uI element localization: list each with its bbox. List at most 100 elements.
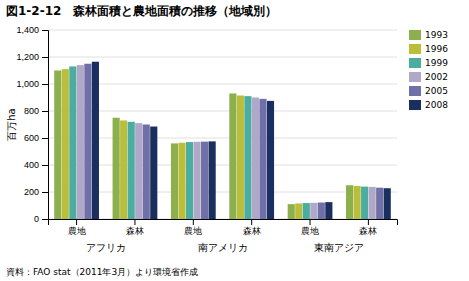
legend-label: 2008 xyxy=(425,100,448,110)
y-tick-mark xyxy=(42,84,48,85)
y-tick-label: 400 xyxy=(24,160,39,170)
y-tick: 1,000 xyxy=(16,79,48,89)
series-bars xyxy=(62,69,361,219)
bar xyxy=(194,142,201,219)
bar xyxy=(92,62,99,219)
x-tick-mark xyxy=(310,219,311,225)
x-tick: 森林 xyxy=(243,219,261,236)
bar xyxy=(77,65,84,219)
grid xyxy=(48,30,397,219)
grid-line xyxy=(48,84,397,85)
legend-item: 1999 xyxy=(409,58,448,69)
bar xyxy=(237,95,244,219)
x-tick: 農地 xyxy=(184,219,202,236)
series-bars xyxy=(84,64,383,219)
bar xyxy=(113,118,120,219)
legend-label: 2002 xyxy=(425,72,448,82)
legend-label: 1999 xyxy=(425,58,448,68)
bar xyxy=(252,98,259,220)
grid-line xyxy=(48,111,397,112)
legend-label: 2005 xyxy=(425,86,448,96)
y-tick-mark xyxy=(42,138,48,139)
y-tick: 200 xyxy=(24,187,48,197)
y-tick-label: 1,200 xyxy=(16,52,39,62)
bar xyxy=(384,188,391,219)
legend-label: 1993 xyxy=(425,30,448,40)
bar xyxy=(318,203,325,219)
grid-line xyxy=(48,30,397,31)
bar xyxy=(201,142,208,219)
x-tick-mark xyxy=(368,219,369,225)
y-tick-mark xyxy=(42,192,48,193)
bar xyxy=(171,143,178,219)
x-axis: 農地 森林 農地 森林 農地 森林 xyxy=(49,219,398,236)
y-tick-label: 800 xyxy=(24,106,39,116)
y-axis-title: 百万ha xyxy=(6,108,17,140)
y-tick-label: 0 xyxy=(34,214,39,224)
bar xyxy=(120,120,127,219)
legend-swatch xyxy=(409,72,421,82)
x-tick-label: 森林 xyxy=(359,226,377,236)
series-bars xyxy=(54,71,353,220)
grid-line xyxy=(48,165,397,166)
x-tick: 農地 xyxy=(301,219,319,236)
legend: 1993 1996 1999 2002 2005 2008 xyxy=(409,30,448,111)
bar xyxy=(361,187,368,219)
bar xyxy=(288,204,295,219)
bar xyxy=(346,185,353,219)
legend-item: 2005 xyxy=(409,86,448,97)
y-axis-line xyxy=(42,31,49,220)
x-tick-mark xyxy=(134,219,135,225)
legend-item: 1993 xyxy=(409,30,448,41)
bars xyxy=(54,62,391,219)
legend-swatch xyxy=(409,44,421,54)
y-tick-mark xyxy=(42,30,48,31)
region-labels: アフリカ南アメリカ東南アジア xyxy=(86,242,364,253)
grid-line xyxy=(48,192,397,193)
bar xyxy=(128,122,135,219)
bar xyxy=(150,127,157,219)
y-axis: 0 200 400 600 800 1,000 1,200 1,400 xyxy=(16,25,48,224)
grid-line xyxy=(48,57,397,58)
legend-item: 2002 xyxy=(409,72,448,83)
bar xyxy=(54,71,61,220)
x-tick-mark xyxy=(193,219,194,225)
grid-line xyxy=(48,138,397,139)
bar xyxy=(229,93,236,219)
bar xyxy=(186,142,193,219)
legend-item: 1996 xyxy=(409,44,448,55)
bar xyxy=(69,66,76,219)
region-label: 東南アジア xyxy=(314,242,364,253)
x-tick: 森林 xyxy=(126,219,144,236)
y-tick: 1,400 xyxy=(16,25,48,35)
title: 図1-2-12 森林面積と農地面積の推移（地域別） xyxy=(6,4,277,18)
y-tick: 1,200 xyxy=(16,52,48,62)
y-tick-label: 200 xyxy=(24,187,39,197)
y-tick-label: 600 xyxy=(24,133,39,143)
bar xyxy=(135,123,142,219)
x-axis-line xyxy=(49,220,398,226)
bar xyxy=(143,125,150,220)
bar xyxy=(259,99,266,219)
y-tick: 0 xyxy=(34,214,48,224)
series-bars xyxy=(77,65,376,219)
bar xyxy=(178,143,185,219)
bar xyxy=(244,96,251,219)
y-tick-mark xyxy=(42,219,48,220)
bar xyxy=(310,203,317,219)
bar xyxy=(267,101,274,219)
legend-swatch xyxy=(409,58,421,68)
x-tick: 農地 xyxy=(68,219,86,236)
y-tick: 600 xyxy=(24,133,48,143)
bar xyxy=(209,141,216,219)
bar xyxy=(369,187,376,219)
x-tick-label: 森林 xyxy=(243,226,261,236)
y-tick-mark xyxy=(42,165,48,166)
legend-swatch xyxy=(409,100,421,110)
legend-swatch xyxy=(409,30,421,40)
bar xyxy=(62,69,69,219)
x-tick: 森林 xyxy=(359,219,377,236)
x-tick-label: 農地 xyxy=(68,226,86,236)
bar xyxy=(376,188,383,219)
legend-swatch xyxy=(409,86,421,96)
